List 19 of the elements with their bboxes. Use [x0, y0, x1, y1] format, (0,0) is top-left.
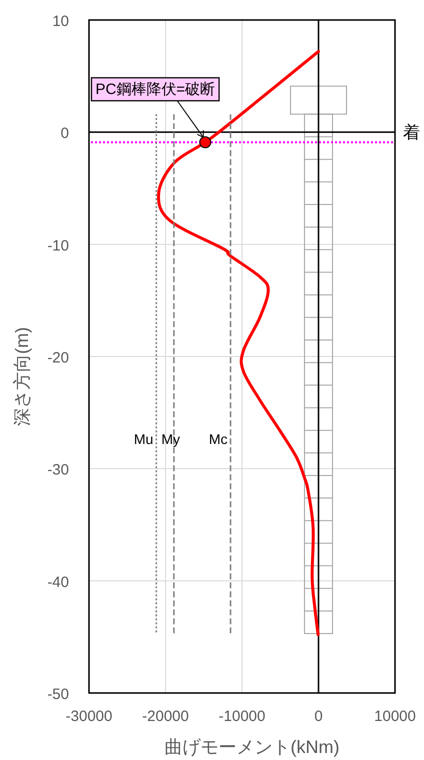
y-tick-label: -50: [47, 686, 69, 703]
y-tick-label: -10: [47, 237, 69, 254]
y-axis-title: 深さ方向(m): [12, 327, 32, 426]
series-label: Mu: [134, 430, 154, 447]
y-tick-label: -30: [47, 462, 69, 479]
series-label: Mc: [208, 430, 228, 447]
x-tick-label: 0: [314, 708, 323, 725]
x-axis-title: 曲げモーメント(kNm): [164, 737, 340, 757]
text: 着: [403, 123, 420, 142]
y-tick-label: -20: [47, 350, 69, 366]
annotation: PC鋼棒降伏=破断: [95, 80, 216, 98]
y-tick-label: 0: [60, 125, 69, 142]
x-tick-label: -10000: [218, 708, 266, 725]
series-label: My: [161, 430, 180, 447]
y-tick-label: 10: [52, 13, 69, 30]
x-tick-label: -20000: [142, 708, 189, 725]
x-tick-label: 10000: [374, 708, 416, 725]
y-tick-label: -40: [47, 574, 69, 591]
x-tick-label: -30000: [66, 708, 112, 725]
